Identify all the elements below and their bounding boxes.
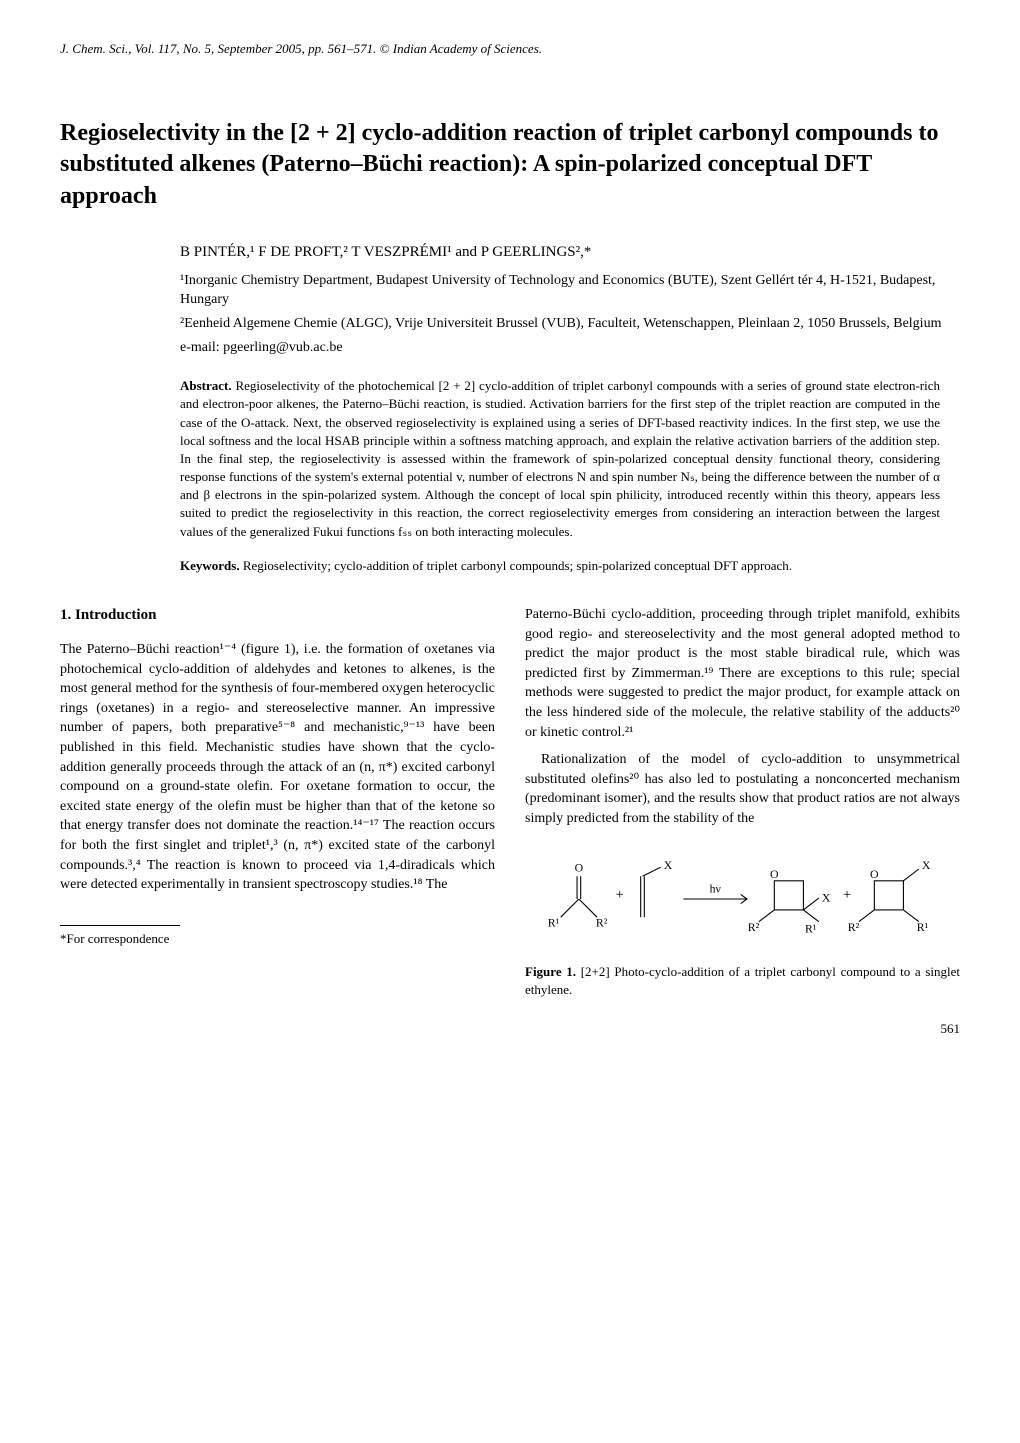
footnote-rule <box>60 925 180 926</box>
figure-1-caption-text: [2+2] Photo-cyclo-addition of a triplet … <box>525 964 960 997</box>
journal-header: J. Chem. Sci., Vol. 117, No. 5, Septembe… <box>60 40 960 58</box>
affiliation-2: ²Eenheid Algemene Chemie (ALGC), Vrije U… <box>180 314 960 334</box>
two-column-layout: 1. Introduction The Paterno–Büchi reacti… <box>60 605 960 1038</box>
scheme-plus-1: + <box>616 887 624 903</box>
figure-1-container: O R¹ R² + X hν <box>525 849 960 1000</box>
affiliation-1: ¹Inorganic Chemistry Department, Budapes… <box>180 271 960 310</box>
scheme-label-R2c: R² <box>848 919 860 933</box>
figure-1-caption: Figure 1. [2+2] Photo-cyclo-addition of … <box>525 963 960 999</box>
scheme-label-R2b: R² <box>748 919 760 933</box>
scheme-label-O1: O <box>575 860 584 874</box>
abstract-label: Abstract. <box>180 378 232 393</box>
scheme-label-X2: X <box>822 890 831 904</box>
scheme-plus-2: + <box>843 887 851 903</box>
intro-paragraph-3: Rationalization of the model of cyclo-ad… <box>525 750 960 828</box>
authors-line: B PINTÉR,¹ F DE PROFT,² T VESZPRÉMI¹ and… <box>180 242 960 263</box>
article-title: Regioselectivity in the [2 + 2] cyclo-ad… <box>60 118 960 212</box>
intro-paragraph-1: The Paterno–Büchi reaction¹⁻⁴ (figure 1)… <box>60 640 495 895</box>
scheme-label-R2a: R² <box>596 915 608 929</box>
left-column: 1. Introduction The Paterno–Büchi reacti… <box>60 605 495 1038</box>
reaction-scheme-svg: O R¹ R² + X hν <box>525 849 960 949</box>
correspondence-footnote: *For correspondence <box>60 930 495 948</box>
scheme-label-R1a: R¹ <box>548 915 560 929</box>
section-1-heading: 1. Introduction <box>60 605 495 626</box>
scheme-label-R1b: R¹ <box>805 921 817 935</box>
figure-1-label: Figure 1. <box>525 964 576 979</box>
intro-paragraph-2: Paterno-Büchi cyclo-addition, proceeding… <box>525 605 960 742</box>
scheme-label-X3: X <box>922 858 931 872</box>
scheme-label-hv: hν <box>710 881 722 895</box>
keywords-block: Keywords. Regioselectivity; cyclo-additi… <box>180 557 940 575</box>
abstract-text: Regioselectivity of the photochemical [2… <box>180 378 940 539</box>
scheme-label-O3: O <box>870 867 879 881</box>
abstract-block: Abstract. Regioselectivity of the photoc… <box>180 377 940 541</box>
keywords-label: Keywords. <box>180 558 240 573</box>
keywords-text: Regioselectivity; cyclo-addition of trip… <box>243 558 792 573</box>
page-number: 561 <box>525 1020 960 1038</box>
right-column: Paterno-Büchi cyclo-addition, proceeding… <box>525 605 960 1038</box>
scheme-label-O2: O <box>770 867 779 881</box>
scheme-label-X1: X <box>664 858 673 872</box>
scheme-label-R1c: R¹ <box>917 919 929 933</box>
email-line: e-mail: pgeerling@vub.ac.be <box>180 338 960 358</box>
